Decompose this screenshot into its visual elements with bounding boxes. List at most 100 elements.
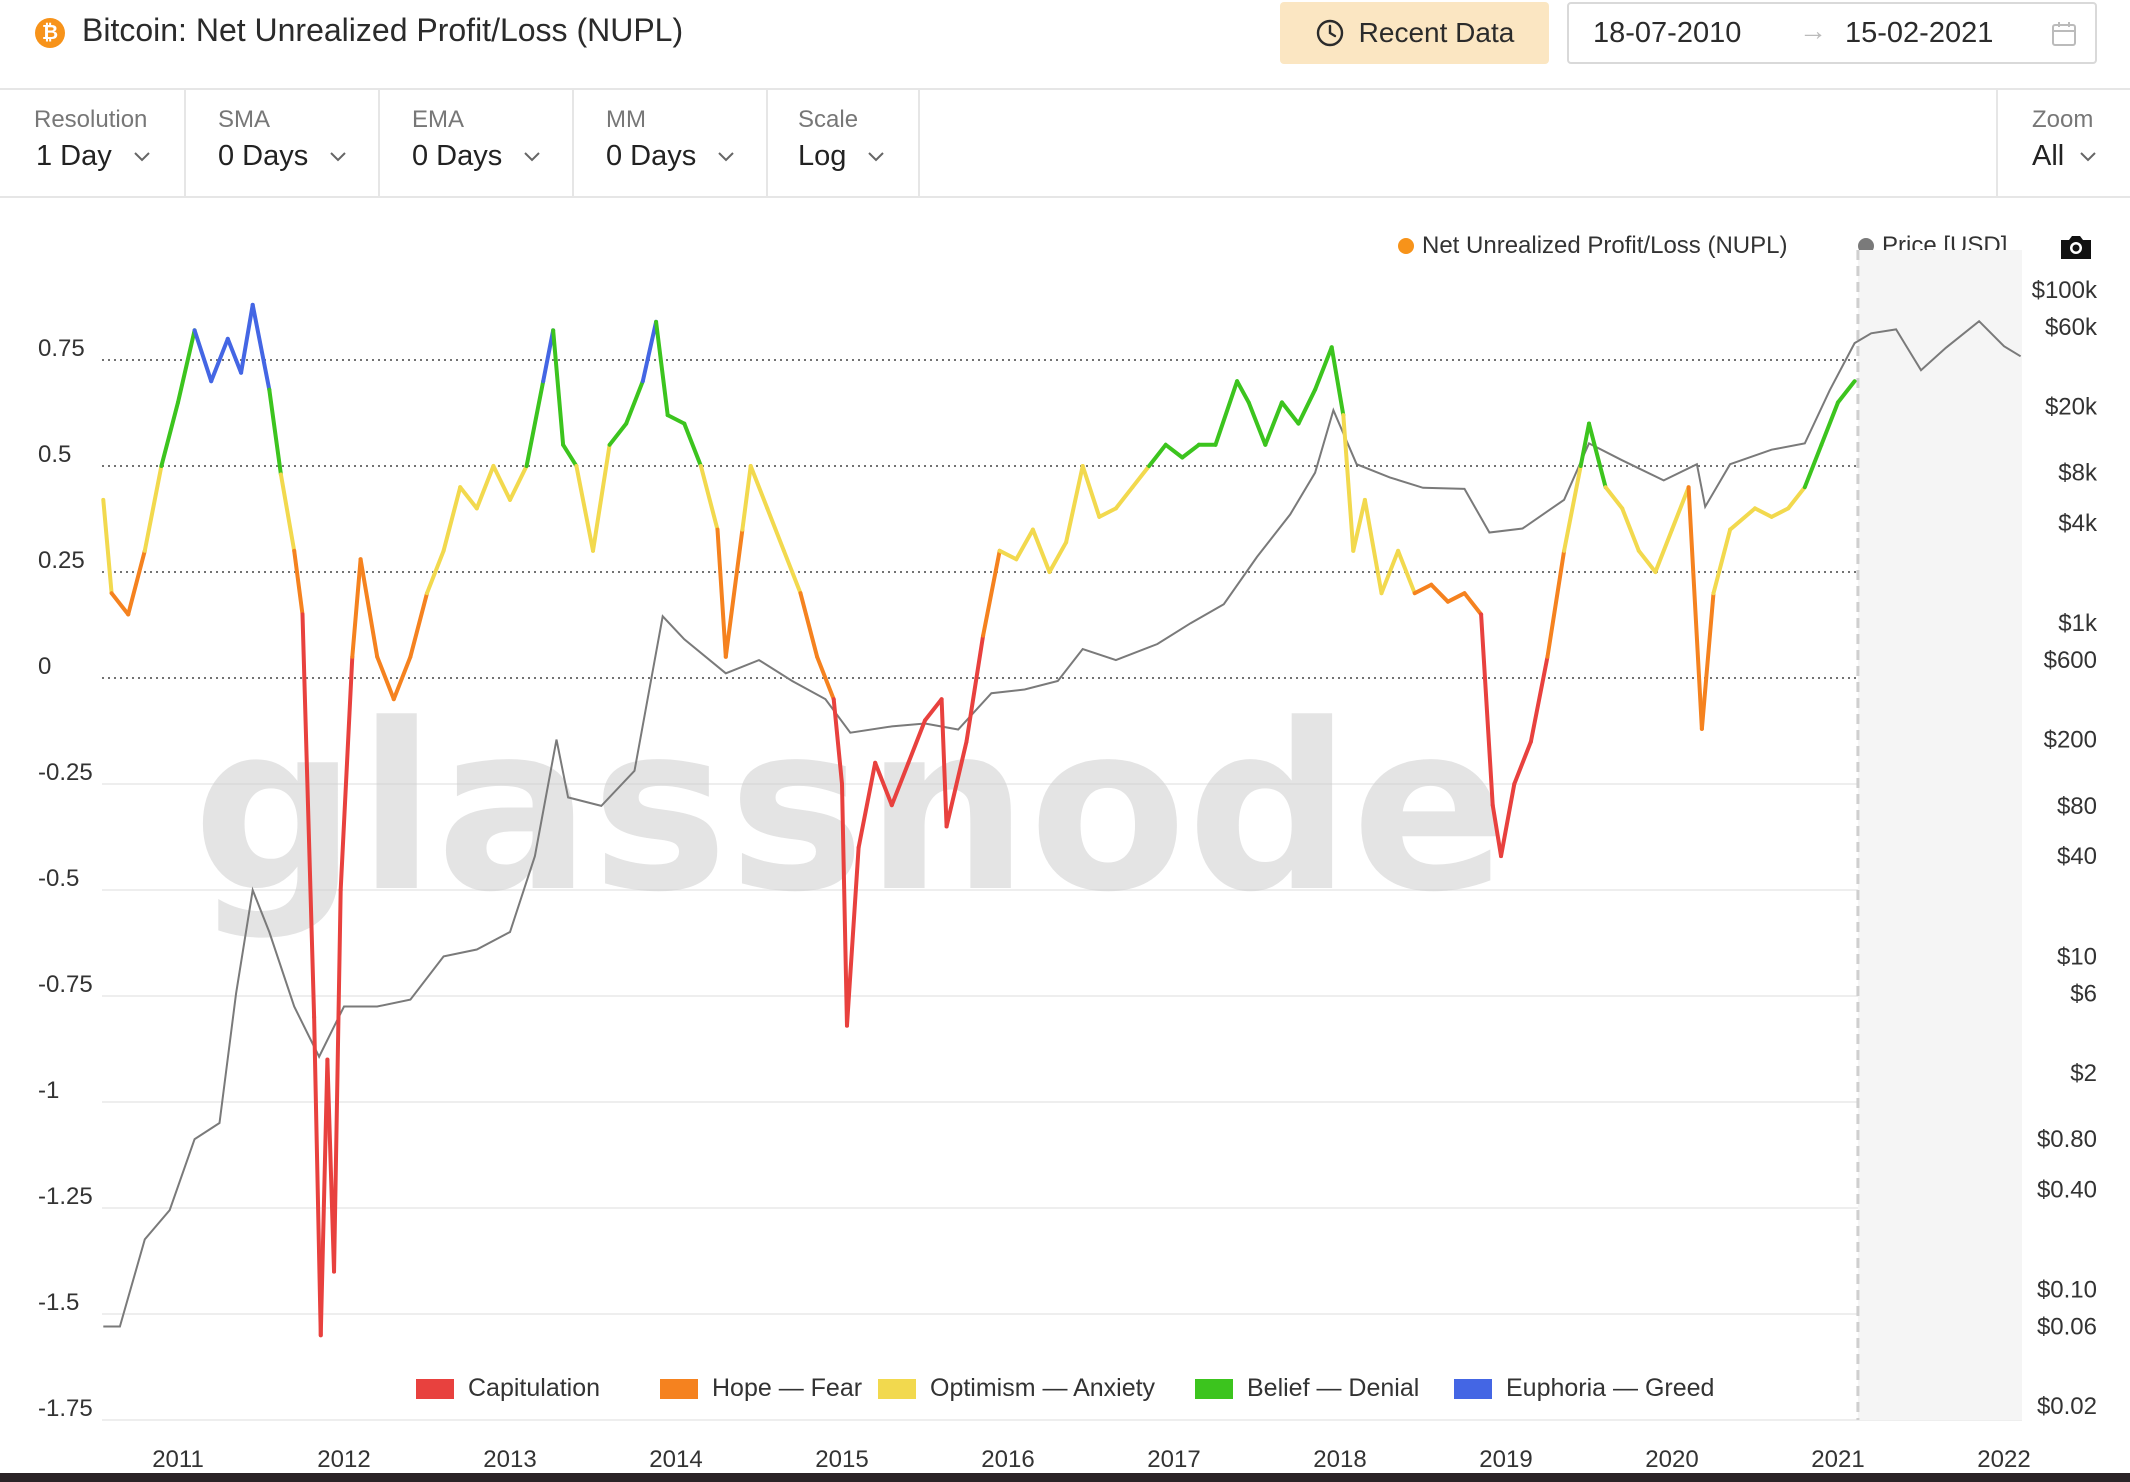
- nupl-segment: [1341, 413, 1356, 553]
- nupl-segment: [1499, 782, 1517, 859]
- price-line: [103, 319, 2022, 1328]
- y-right-tick-label: $0.10: [2037, 1277, 2097, 1304]
- nupl-segment: [1786, 485, 1807, 511]
- mm-value-wrap: 0 Days: [606, 140, 735, 173]
- nupl-segment: [1097, 506, 1118, 519]
- nupl-segment: [654, 319, 670, 418]
- chart-area: glassnode 0.75 0.5 0.25 0 -0.25 -0.5 -0.75 -1 -1…: [0, 198, 2130, 1473]
- date-start-field[interactable]: 18-07-2010: [1593, 17, 1742, 49]
- recent-data-label: Recent Data: [1358, 17, 1515, 48]
- nupl-segment: [1080, 464, 1102, 519]
- nupl-segment: [441, 485, 463, 553]
- resolution-select[interactable]: Resolution 1 Day: [0, 90, 186, 196]
- nupl-segment: [318, 1057, 330, 1338]
- nupl-segment: [1769, 506, 1791, 519]
- legend-optimism-anxiety-label: Optimism — Anxiety: [930, 1374, 1156, 1402]
- nupl-segment: [1130, 464, 1152, 490]
- x-tick-label: 2012: [317, 1446, 370, 1473]
- nupl-segment: [781, 548, 803, 596]
- chevron-down-icon: [868, 152, 885, 162]
- nupl-segment: [748, 464, 770, 511]
- nupl-segment: [1329, 345, 1346, 418]
- nupl-segment: [698, 464, 720, 532]
- nupl-segment: [358, 557, 380, 659]
- recent-data-button[interactable]: Recent Data: [1280, 2, 1549, 64]
- nupl-segment: [1578, 421, 1591, 468]
- sma-value: 0 Days: [218, 140, 309, 172]
- nupl-segment: [1279, 400, 1301, 426]
- zoom-select[interactable]: Zoom All: [1996, 90, 2130, 196]
- legend-optimism-anxiety[interactable]: Optimism — Anxiety: [878, 1374, 1155, 1403]
- y-left-tick-label: -0.25: [38, 759, 93, 786]
- nupl-segment: [1620, 506, 1641, 553]
- nupl-segment: [332, 888, 343, 1274]
- window-bottom-strip: [0, 1473, 2130, 1482]
- nupl-segment: [1014, 527, 1035, 562]
- nupl-segment: [1802, 442, 1824, 490]
- nupl-segment: [350, 557, 363, 659]
- nupl-segment: [1819, 400, 1840, 447]
- sma-select[interactable]: SMA 0 Days: [186, 90, 380, 196]
- nupl-segment: [1711, 527, 1733, 596]
- date-end-field[interactable]: 15-02-2021: [1845, 17, 1994, 49]
- nupl-segment: [1653, 527, 1674, 574]
- legend-nupl[interactable]: Net Unrealized Profit/Loss (NUPL): [1398, 232, 1787, 260]
- y-right-tick-label: $600: [2044, 647, 2097, 674]
- nupl-segment: [723, 527, 745, 659]
- y-left-tick-label: -0.75: [38, 971, 93, 998]
- nupl-segment: [1412, 582, 1434, 596]
- scale-select[interactable]: Scale Log: [768, 90, 920, 196]
- y-right-tick-label: $80: [2057, 793, 2097, 820]
- x-tick-label: 2022: [1977, 1446, 2030, 1473]
- nupl-segment: [1528, 654, 1550, 744]
- legend-hope-fear-label: Hope — Fear: [712, 1374, 863, 1402]
- resolution-label: Resolution: [34, 106, 148, 133]
- y-right-tick-label: $20k: [2045, 393, 2098, 420]
- resolution-value: 1 Day: [36, 140, 112, 172]
- x-tick-label: 2015: [815, 1446, 868, 1473]
- nupl-segment: [1512, 739, 1533, 786]
- future-shaded-region: [1857, 250, 2022, 1420]
- nupl-segment: [981, 548, 1002, 638]
- x-tick-label: 2014: [649, 1446, 702, 1473]
- legend-belief-denial[interactable]: Belief — Denial: [1195, 1374, 1419, 1403]
- nupl-segment: [1429, 582, 1450, 604]
- legend-capitulation[interactable]: Capitulation: [416, 1374, 600, 1403]
- nupl-segment: [126, 548, 147, 617]
- date-range-picker[interactable]: 18-07-2010 → 15-02-2021: [1567, 2, 2097, 64]
- nupl-segment: [624, 379, 645, 426]
- legend-hope-fear[interactable]: Hope — Fear: [660, 1374, 862, 1403]
- x-tick-label: 2017: [1147, 1446, 1200, 1473]
- calendar-icon[interactable]: [2051, 21, 2077, 47]
- x-tick-label: 2020: [1645, 1446, 1698, 1473]
- nupl-segment: [1636, 548, 1658, 574]
- chart-toolbar: Resolution 1 Day SMA 0 Days EMA 0 Days M…: [0, 90, 2130, 198]
- zoom-value-wrap: All: [2032, 140, 2097, 173]
- nupl-chart[interactable]: glassnode 0.75 0.5 0.25 0 -0.25 -0.5 -0.75 -1 -1…: [0, 198, 2130, 1473]
- y-right-tick-label: $200: [2044, 727, 2097, 754]
- legend-euphoria-greed[interactable]: Euphoria — Greed: [1454, 1374, 1714, 1403]
- nupl-segment: [923, 697, 944, 723]
- glassnode-watermark: glassnode: [193, 676, 1508, 943]
- nupl-segment: [682, 421, 703, 468]
- scale-value-wrap: Log: [798, 140, 885, 173]
- nupl-segment: [1445, 591, 1467, 604]
- camera-icon[interactable]: [2058, 232, 2094, 262]
- nupl-segment: [524, 379, 546, 468]
- swatch-euphoria-greed: [1454, 1379, 1492, 1399]
- y-left-tick-label: -1.25: [38, 1183, 93, 1210]
- nupl-segment: [209, 336, 230, 384]
- nupl-segment: [831, 697, 844, 786]
- mm-select[interactable]: MM 0 Days: [574, 90, 768, 196]
- nupl-segment: [715, 527, 728, 659]
- y-right-tick-label: $2: [2070, 1060, 2097, 1087]
- swatch-belief-denial: [1195, 1379, 1233, 1399]
- legend-nupl-label: Net Unrealized Profit/Loss (NUPL): [1422, 232, 1788, 259]
- nupl-segment: [591, 442, 612, 553]
- y-right-tick-label: $0.02: [2037, 1393, 2097, 1420]
- x-tick-label: 2016: [981, 1446, 1034, 1473]
- nupl-segment: [964, 633, 986, 744]
- y-left-tick-label: -1.5: [38, 1289, 79, 1316]
- ema-select[interactable]: EMA 0 Days: [380, 90, 574, 196]
- nupl-segment: [856, 760, 878, 850]
